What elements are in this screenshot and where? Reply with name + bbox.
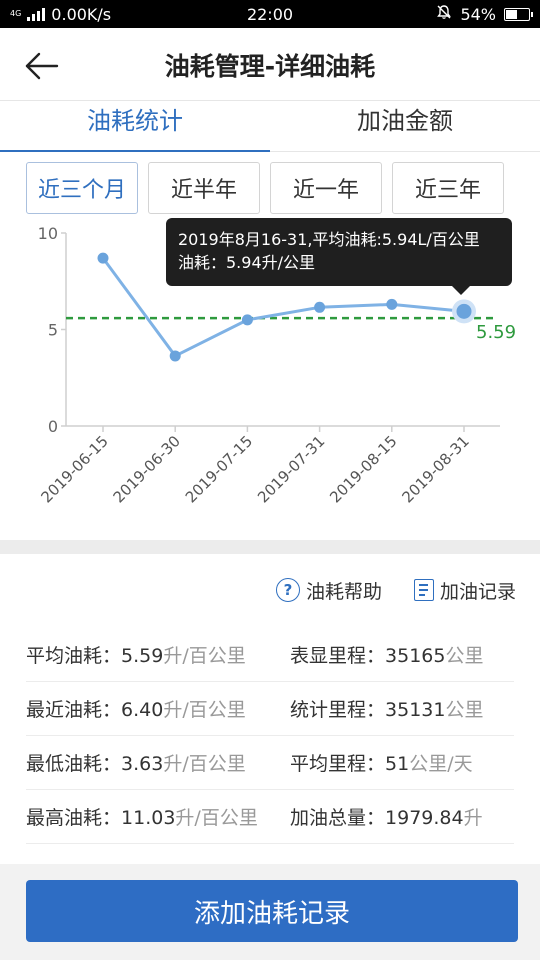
stat-value: 3.63 (121, 753, 164, 775)
network-speed: 0.00K/s (51, 4, 112, 24)
stat-unit: 公里/天 (409, 753, 473, 775)
stat-unit: 公里 (445, 699, 484, 721)
refuel-record-link[interactable]: 加油记录 (413, 577, 516, 604)
status-bar: 4G 0.00K/s 22:00 54% (0, 0, 540, 28)
tab-bar: 油耗统计 加油金额 (0, 100, 540, 152)
fuel-chart-svg: 05102019-06-152019-06-302019-07-152019-0… (37, 224, 516, 506)
tab-refuel-amount[interactable]: 加油金额 (357, 107, 453, 135)
tab-fuel-stats[interactable]: 油耗统计 (0, 101, 270, 152)
document-list-icon (413, 579, 434, 601)
range-3-years-button[interactable]: 近三年 (392, 162, 504, 214)
stat-label: 最近油耗： (26, 699, 122, 721)
data-point (314, 301, 326, 313)
stat-unit: 升/百公里 (163, 699, 246, 721)
stat-label: 平均油耗： (26, 645, 122, 667)
stat-label: 最低油耗： (26, 753, 122, 775)
tooltip-line-2: 油耗：5.94升/公里 (178, 253, 316, 272)
stat-value: 35165 (385, 645, 446, 667)
app-header: 油耗管理-详细油耗 (0, 28, 540, 102)
question-circle-icon: ? (275, 578, 300, 602)
range-selector: 近三个月 近半年 近一年 近三年 (0, 162, 540, 214)
stat-value: 6.40 (121, 699, 164, 721)
x-tick-label: 2019-07-15 (182, 432, 256, 506)
x-tick-label: 2019-08-15 (326, 432, 400, 506)
stat-unit: 升 (463, 807, 483, 829)
stats-table: 平均油耗：5.59升/百公里 表显里程：35165公里 最近油耗：6.40升/百… (26, 628, 514, 844)
links-row: ? 油耗帮助 加油记录 (275, 570, 516, 610)
stat-unit: 升/百公里 (163, 753, 246, 775)
stat-average-consumption: 平均油耗：5.59升/百公里 (26, 641, 290, 668)
battery-level-fill (506, 9, 517, 19)
stat-value: 11.03 (121, 807, 176, 829)
stat-label: 最高油耗： (26, 807, 122, 829)
stat-unit: 升/百公里 (175, 807, 258, 829)
stat-row: 最高油耗：11.03升/百公里 加油总量：1979.84升 (26, 790, 514, 844)
x-tick-label: 2019-06-15 (37, 432, 111, 506)
stat-label: 加油总量： (290, 807, 386, 829)
stat-unit: 公里 (445, 645, 484, 667)
data-point (241, 314, 253, 326)
stat-average-mileage: 平均里程：51公里/天 (290, 749, 514, 776)
stat-value: 1979.84 (385, 807, 464, 829)
y-tick-label: 5 (48, 321, 58, 340)
data-point (386, 298, 398, 310)
data-point (169, 350, 181, 362)
stat-unit: 升/百公里 (163, 645, 246, 667)
status-left: 4G 0.00K/s (10, 5, 111, 24)
data-point-highlighted (456, 303, 472, 319)
data-point (97, 252, 109, 264)
chart-tooltip: 2019年8月16-31,平均油耗:5.94L/百公里 油耗：5.94升/公里 (166, 218, 512, 295)
stat-label: 平均里程： (290, 753, 386, 775)
stat-max-consumption: 最高油耗：11.03升/百公里 (26, 803, 290, 830)
bell-off-icon (436, 4, 452, 24)
back-arrow-icon (25, 52, 59, 80)
range-1-year-button[interactable]: 近一年 (270, 162, 382, 214)
stat-row: 平均油耗：5.59升/百公里 表显里程：35165公里 (26, 628, 514, 682)
battery-percent: 54% (460, 4, 496, 24)
stat-label: 表显里程： (290, 645, 386, 667)
stat-counted-mileage: 统计里程：35131公里 (290, 695, 514, 722)
stat-row: 最近油耗：6.40升/百公里 统计里程：35131公里 (26, 682, 514, 736)
stat-min-consumption: 最低油耗：3.63升/百公里 (26, 749, 290, 776)
stat-total-refuel: 加油总量：1979.84升 (290, 803, 514, 830)
x-tick-label: 2019-06-30 (110, 432, 184, 506)
fuel-chart: 0 5 10 2019-06-15 2019-06-30 2019-07-15 2019-0… (0, 214, 540, 540)
fuel-help-label: 油耗帮助 (305, 580, 382, 603)
stat-label: 统计里程： (290, 699, 386, 721)
stat-recent-consumption: 最近油耗：6.40升/百公里 (26, 695, 290, 722)
network-type: 4G (10, 9, 22, 18)
stat-row: 最低油耗：3.63升/百公里 平均里程：51公里/天 (26, 736, 514, 790)
x-tick-label: 2019-07-31 (254, 432, 328, 506)
section-divider (0, 540, 540, 554)
page-title: 油耗管理-详细油耗 (164, 52, 376, 81)
x-tick-label: 2019-08-31 (398, 432, 472, 506)
range-6-months-button[interactable]: 近半年 (148, 162, 260, 214)
refuel-record-label: 加油记录 (439, 580, 516, 603)
range-3-months-button[interactable]: 近三个月 (26, 162, 138, 214)
back-button[interactable] (22, 48, 62, 84)
y-tick-label: 0 (48, 417, 58, 436)
battery-icon (504, 7, 533, 21)
stat-value: 35131 (385, 699, 446, 721)
stat-value: 5.59 (121, 645, 164, 667)
status-right: 54% (436, 4, 533, 24)
series-line (101, 257, 465, 358)
tooltip-line-1: 2019年8月16-31,平均油耗:5.94L/百公里 (178, 230, 480, 249)
y-tick-label: 10 (38, 224, 58, 243)
add-fuel-record-button[interactable]: 添加油耗记录 (26, 880, 518, 942)
average-line-label: 5.59 (476, 322, 516, 343)
stat-odometer: 表显里程：35165公里 (290, 641, 514, 668)
signal-icon (27, 7, 46, 21)
stat-value: 51 (385, 753, 410, 775)
fuel-help-link[interactable]: ? 油耗帮助 (275, 577, 382, 604)
